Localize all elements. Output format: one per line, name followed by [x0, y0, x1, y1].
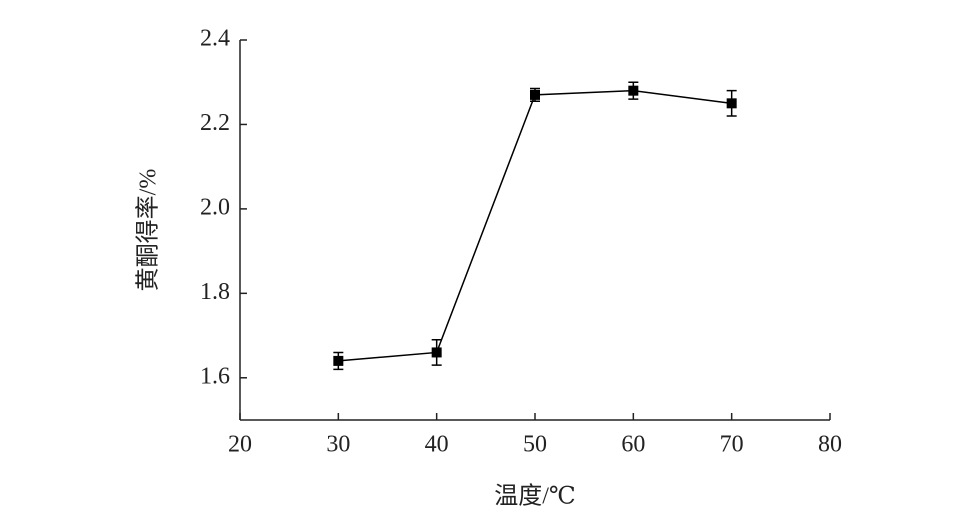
x-tick-label: 80	[818, 432, 842, 458]
y-tick-label: 1.6	[200, 363, 230, 389]
y-tick-label: 2.0	[200, 194, 230, 220]
x-tick-label: 30	[326, 432, 350, 458]
x-axis-title: 温度/℃	[494, 483, 576, 510]
x-tick-label: 60	[621, 432, 645, 458]
y-tick-label: 1.8	[200, 279, 230, 305]
x-tick-label: 20	[228, 432, 252, 458]
y-axis-title: 黄酮得率/%	[135, 169, 162, 292]
marker	[530, 89, 540, 100]
x-tick-label: 50	[523, 432, 547, 458]
marker	[726, 98, 737, 109]
y-tick-label: 2.4	[200, 26, 230, 52]
x-tick-label: 70	[720, 432, 744, 458]
line	[338, 89, 732, 362]
y-tick-label: 2.2	[200, 110, 230, 136]
marker	[333, 355, 344, 366]
marker	[628, 85, 639, 96]
x-tick-label: 40	[425, 432, 449, 458]
marker	[431, 347, 442, 358]
